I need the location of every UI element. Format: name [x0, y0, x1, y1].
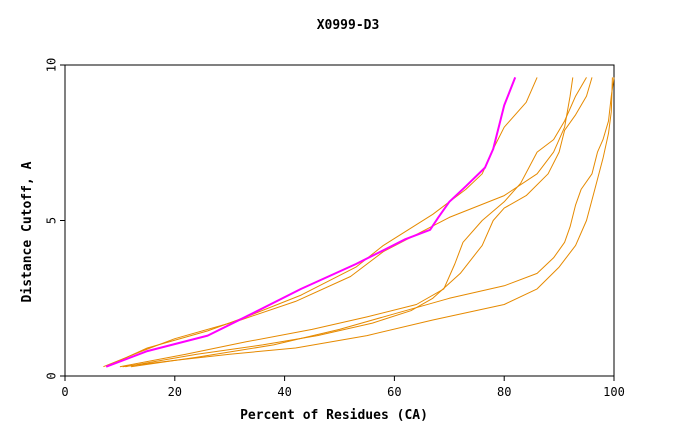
- tick-layer: 0 20 40 60 80 100 0 5 10: [45, 58, 625, 399]
- x-tick-label: 0: [61, 385, 68, 399]
- series-line-1: [105, 77, 538, 368]
- x-axis-label: Percent of Residues (CA): [240, 408, 428, 423]
- x-tick-label: 80: [497, 385, 511, 399]
- y-tick-label: 10: [45, 58, 59, 72]
- series-line-6: [122, 77, 613, 368]
- x-tick-label: 60: [387, 385, 401, 399]
- x-tick-label: 20: [168, 385, 182, 399]
- y-tick-label: 0: [45, 372, 59, 379]
- series-layer: [103, 77, 615, 368]
- x-tick-label: 40: [277, 385, 291, 399]
- y-tick-label: 5: [45, 217, 59, 224]
- chart-title: X0999-D3: [317, 18, 380, 33]
- series-line-highlight: [105, 77, 517, 368]
- series-line-4: [125, 77, 593, 368]
- y-axis-label: Distance Cutoff, A: [20, 161, 35, 302]
- x-tick-label: 100: [603, 385, 625, 399]
- series-line-5: [130, 77, 615, 368]
- series-line-3: [119, 77, 587, 368]
